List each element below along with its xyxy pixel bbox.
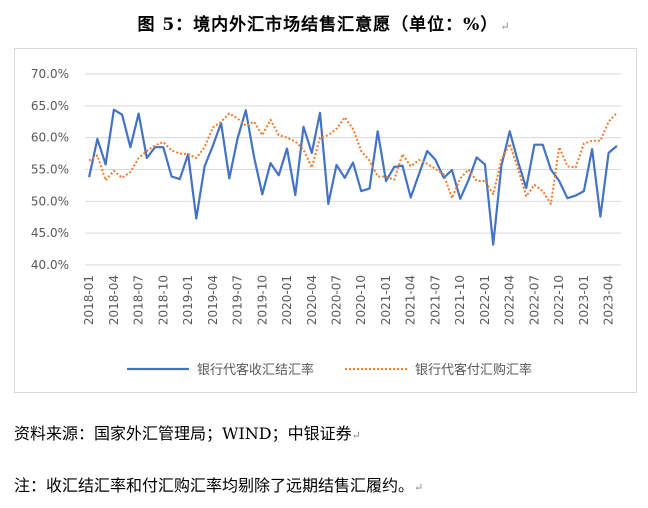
- paragraph-mark-icon: ↵: [414, 481, 424, 494]
- paragraph-mark-icon: ↵: [500, 20, 511, 33]
- source-note-text: 资料来源：国家外汇管理局；WIND；中银证券: [14, 424, 352, 443]
- x-tick-label: 2018-01: [82, 275, 96, 325]
- x-tick-label: 2023-01: [577, 275, 591, 325]
- legend-label: 银行代客收汇结汇率: [197, 362, 314, 378]
- x-tick-label: 2023-04: [602, 275, 616, 325]
- x-tick-label: 2021-04: [404, 275, 418, 325]
- x-tick-label: 2022-10: [552, 275, 566, 325]
- x-tick-label: 2021-01: [379, 275, 393, 325]
- x-tick-label: 2019-07: [231, 275, 245, 325]
- footnote: 注：收汇结汇率和付汇购汇率均剔除了远期结售汇履约。↵: [14, 472, 423, 496]
- y-tick-label: 70.0%: [31, 67, 69, 81]
- x-tick-label: 2019-10: [255, 275, 269, 325]
- legend-label: 银行代客付汇购汇率: [415, 362, 532, 378]
- x-tick-label: 2022-01: [478, 275, 492, 325]
- footnote-text: 注：收汇结汇率和付汇购汇率均剔除了远期结售汇履约。: [14, 476, 415, 495]
- figure-title-text: 图 5：境内外汇市场结售汇意愿（单位：%）: [137, 15, 499, 35]
- x-tick-label: 2018-07: [132, 275, 146, 325]
- x-tick-label: 2020-01: [280, 275, 294, 325]
- x-tick-label: 2021-07: [428, 275, 442, 325]
- x-tick-label: 2019-04: [206, 275, 220, 325]
- paragraph-mark-icon: ↵: [351, 429, 361, 442]
- x-tick-label: 2020-04: [305, 275, 319, 325]
- y-tick-label: 40.0%: [31, 258, 69, 272]
- x-tick-label: 2019-01: [181, 275, 195, 325]
- chart-frame: 40.0% 45.0% 50.0% 55.0% 60.0% 65.0% 70.0% 2018-…: [14, 48, 637, 393]
- line-chart: 40.0% 45.0% 50.0% 55.0% 60.0% 65.0% 70.0% 2018-…: [31, 67, 621, 378]
- x-tick-label: 2022-04: [503, 275, 517, 325]
- figure-title: 图 5：境内外汇市场结售汇意愿（单位：%） ↵: [0, 10, 648, 35]
- x-tick-label: 2018-04: [107, 275, 121, 325]
- x-tick-label: 2018-10: [156, 275, 170, 325]
- x-tick-label: 2020-10: [354, 275, 368, 325]
- x-tick-label: 2021-10: [453, 275, 467, 325]
- y-tick-label: 50.0%: [31, 194, 69, 208]
- x-tick-label: 2022-07: [527, 275, 541, 325]
- y-tick-label: 55.0%: [31, 163, 69, 177]
- y-tick-label: 65.0%: [31, 99, 69, 113]
- y-tick-label: 60.0%: [31, 131, 69, 145]
- source-note: 资料来源：国家外汇管理局；WIND；中银证券↵: [14, 420, 361, 444]
- y-tick-label: 45.0%: [31, 226, 69, 240]
- series-line-settlement-rate: [88, 108, 618, 246]
- series-line-purchase-rate: [88, 112, 618, 205]
- x-tick-label: 2020-07: [330, 275, 344, 325]
